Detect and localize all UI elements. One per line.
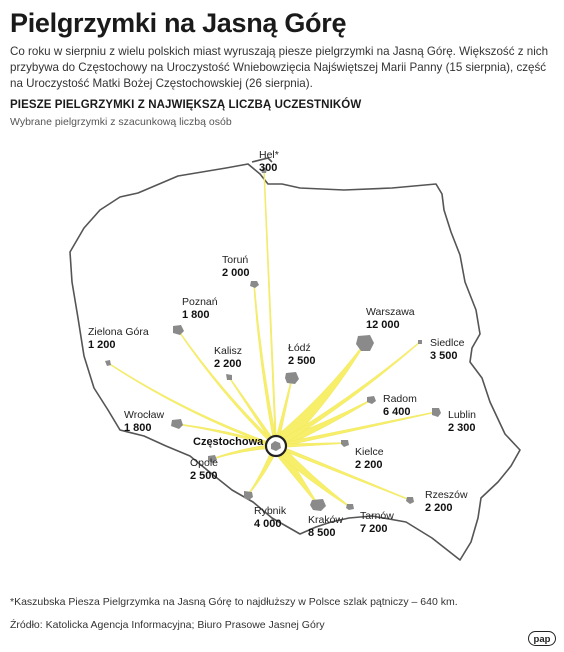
czestochowa-area: [271, 441, 281, 451]
city-value-label: 1 200: [88, 339, 116, 351]
footnote: *Kaszubska Piesza Pielgrzymka na Jasną G…: [10, 596, 458, 608]
city-name-label: Tarnów: [360, 510, 394, 522]
city-name-label: Łódź: [288, 342, 311, 354]
city-value-label: 4 000: [254, 518, 282, 530]
svg-text:pap: pap: [534, 634, 551, 645]
city-value-label: 6 400: [383, 406, 411, 418]
city-value-label: 2 200: [355, 459, 383, 471]
divider: [10, 612, 556, 613]
city-marker: [173, 325, 184, 335]
city-name-label: Kalisz: [214, 345, 242, 357]
city-name-label: Kielce: [355, 446, 384, 458]
routes-layer: [107, 169, 437, 508]
city-name-label: Rzeszów: [425, 489, 468, 501]
hel-peninsula: [251, 157, 273, 163]
city-marker: [208, 455, 217, 463]
city-name-label: Poznań: [182, 296, 218, 308]
city-marker: [406, 497, 414, 504]
map-heading: PIESZE PIELGRZYMKI Z NAJWIĘKSZĄ LICZBĄ U…: [10, 99, 362, 111]
city-marker: [226, 374, 232, 380]
city-name-label: Wrocław: [124, 409, 164, 421]
poland-border: [69, 163, 521, 561]
city-marker: [261, 167, 267, 173]
city-name-label: Opole: [190, 457, 218, 469]
city-name-label: Lublin: [448, 409, 476, 421]
city-name-label: Toruń: [222, 254, 248, 266]
city-value-label: 2 500: [190, 470, 218, 482]
city-name-label: Warszawa: [366, 306, 415, 318]
city-marker: [346, 504, 354, 510]
city-value-label: 2 200: [214, 358, 242, 370]
city-value-label: 300: [259, 162, 277, 174]
city-value-label: 1 800: [182, 309, 210, 321]
city-value-label: 2 500: [288, 355, 316, 367]
cities-layer: [105, 167, 441, 511]
lead-paragraph: Co roku w sierpniu z wielu polskich mias…: [10, 45, 549, 90]
city-name-label: Hel*: [259, 149, 279, 161]
city-value-label: 2 200: [425, 502, 453, 514]
city-name-label: Rybnik: [254, 505, 287, 517]
city-marker: [105, 360, 111, 366]
city-name-label: Siedlce: [430, 337, 465, 349]
city-value-label: 1 800: [124, 422, 152, 434]
city-name-label: Zielona Góra: [88, 326, 149, 338]
city-marker: [250, 281, 259, 288]
hub-label: Częstochowa: [193, 436, 264, 448]
city-marker: [171, 419, 183, 429]
city-marker: [310, 499, 326, 511]
city-name-label: Radom: [383, 393, 417, 405]
city-marker: [367, 396, 376, 404]
city-marker: [356, 335, 374, 351]
source-line: Źródło: Katolicka Agencja Informacyjna; …: [10, 619, 325, 631]
city-value-label: 8 500: [308, 527, 336, 539]
city-marker: [341, 440, 349, 447]
city-value-label: 12 000: [366, 319, 400, 331]
city-marker: [244, 491, 253, 500]
city-marker: [285, 372, 299, 384]
city-value-label: 3 500: [430, 350, 458, 362]
city-value-label: 2 300: [448, 422, 476, 434]
map-subtitle: Wybrane pielgrzymki z szacunkową liczbą …: [10, 116, 232, 128]
city-marker: [432, 408, 441, 417]
pap-logo: pap: [528, 631, 556, 646]
city-value-label: 7 200: [360, 523, 388, 535]
page-title: Pielgrzymki na Jasną Górę: [10, 8, 347, 38]
city-name-label: Kraków: [308, 514, 343, 526]
city-marker: [418, 340, 422, 344]
city-value-label: 2 000: [222, 267, 250, 279]
